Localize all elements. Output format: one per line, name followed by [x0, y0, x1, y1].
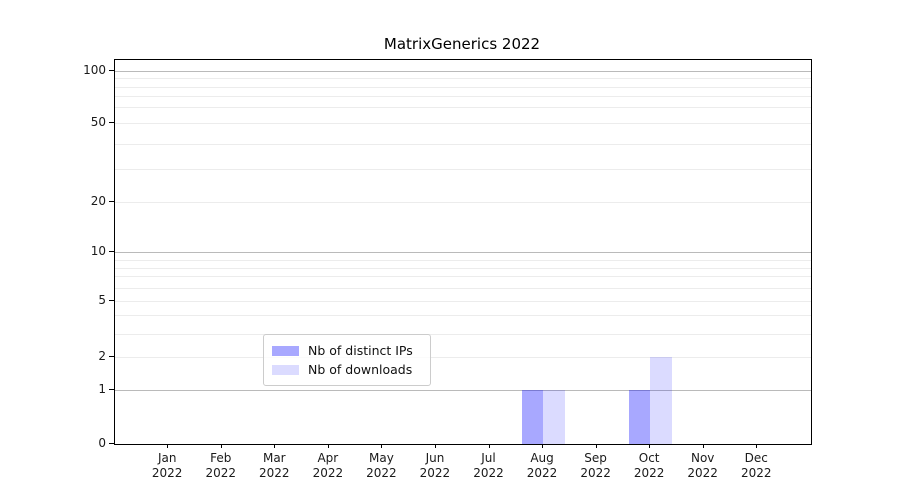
y-minor-gridline	[115, 267, 811, 269]
y-tick-label: 1	[98, 381, 106, 396]
y-tick-label: 2	[98, 348, 106, 363]
y-tick-mark	[109, 200, 114, 202]
x-tick-label: Nov 2022	[687, 451, 718, 480]
legend-swatch-distinct-ips	[272, 345, 299, 356]
x-tick-mark	[542, 444, 544, 448]
x-tick-mark	[488, 444, 490, 448]
y-minor-gridline	[115, 106, 811, 108]
y-minor-gridline	[115, 288, 811, 289]
y-tick-mark	[109, 300, 114, 301]
x-tick-mark	[220, 444, 222, 448]
x-tick-mark	[702, 444, 704, 448]
x-tick-mark	[756, 444, 758, 448]
x-tick-label: Mar 2022	[259, 451, 290, 480]
y-minor-gridline	[115, 78, 811, 79]
y-tick-mark	[109, 443, 114, 444]
y-tick-label: 20	[90, 193, 106, 208]
y-tick-label: 50	[90, 115, 106, 129]
y-minor-gridline	[115, 169, 811, 170]
y-minor-gridline	[115, 144, 811, 145]
x-tick-mark	[274, 444, 276, 448]
x-tick-mark	[434, 444, 436, 448]
x-tick-label: Jun 2022	[419, 451, 451, 480]
y-minor-gridline	[115, 86, 811, 88]
bar-downloads	[543, 389, 565, 444]
y-tick-mark	[109, 388, 114, 390]
x-tick-label: Jan 2022	[151, 451, 183, 480]
x-tick-mark	[595, 444, 597, 448]
y-major-gridline	[115, 389, 811, 391]
x-tick-label: Feb 2022	[205, 451, 237, 480]
x-tick-label: Aug 2022	[526, 451, 558, 480]
y-minor-gridline	[115, 356, 811, 358]
x-tick-label: Apr 2022	[312, 451, 344, 480]
chart-title: MatrixGenerics 2022	[383, 35, 541, 53]
y-axis: 100 50 20 10 5 2 1 0	[0, 0, 114, 500]
legend: Nb of distinct IPs Nb of downloads	[263, 334, 431, 386]
y-major-gridline	[115, 251, 811, 253]
y-tick-label: 5	[98, 293, 106, 307]
legend-swatch-downloads	[272, 364, 299, 375]
y-tick-label: 100	[83, 62, 106, 77]
y-tick-label: 10	[90, 243, 106, 258]
x-tick-label: Jul 2022	[473, 451, 504, 480]
y-tick-mark	[109, 355, 114, 357]
bar-distinct-ips	[628, 389, 651, 444]
y-minor-gridline	[115, 95, 811, 97]
y-tick-label: 0	[98, 436, 106, 450]
bar-downloads	[650, 356, 672, 444]
x-tick-label: Dec 2022	[740, 451, 772, 480]
x-tick-mark	[649, 444, 651, 448]
legend-label-downloads: Nb of downloads	[308, 362, 413, 377]
y-major-gridline	[115, 70, 811, 72]
x-tick-label: May 2022	[366, 451, 397, 480]
y-minor-gridline	[115, 334, 811, 335]
y-minor-gridline	[115, 260, 811, 261]
y-minor-gridline	[115, 123, 811, 124]
x-tick-label: Sep 2022	[580, 451, 611, 480]
y-minor-gridline	[115, 301, 811, 302]
x-tick-mark	[381, 444, 383, 448]
y-minor-gridline	[115, 315, 811, 316]
legend-row: Nb of distinct IPs	[272, 341, 422, 360]
y-tick-mark	[109, 69, 114, 71]
bar-distinct-ips	[521, 389, 544, 444]
x-tick-mark	[167, 444, 169, 448]
x-tick-label: Oct 2022	[633, 451, 665, 480]
legend-label-distinct-ips: Nb of distinct IPs	[308, 343, 413, 358]
y-minor-gridline	[115, 276, 811, 277]
legend-row: Nb of downloads	[272, 360, 422, 379]
y-tick-mark	[109, 250, 114, 252]
y-minor-gridline	[115, 201, 811, 203]
y-tick-mark	[109, 122, 114, 123]
plot-area	[114, 59, 812, 445]
x-tick-mark	[327, 444, 329, 448]
